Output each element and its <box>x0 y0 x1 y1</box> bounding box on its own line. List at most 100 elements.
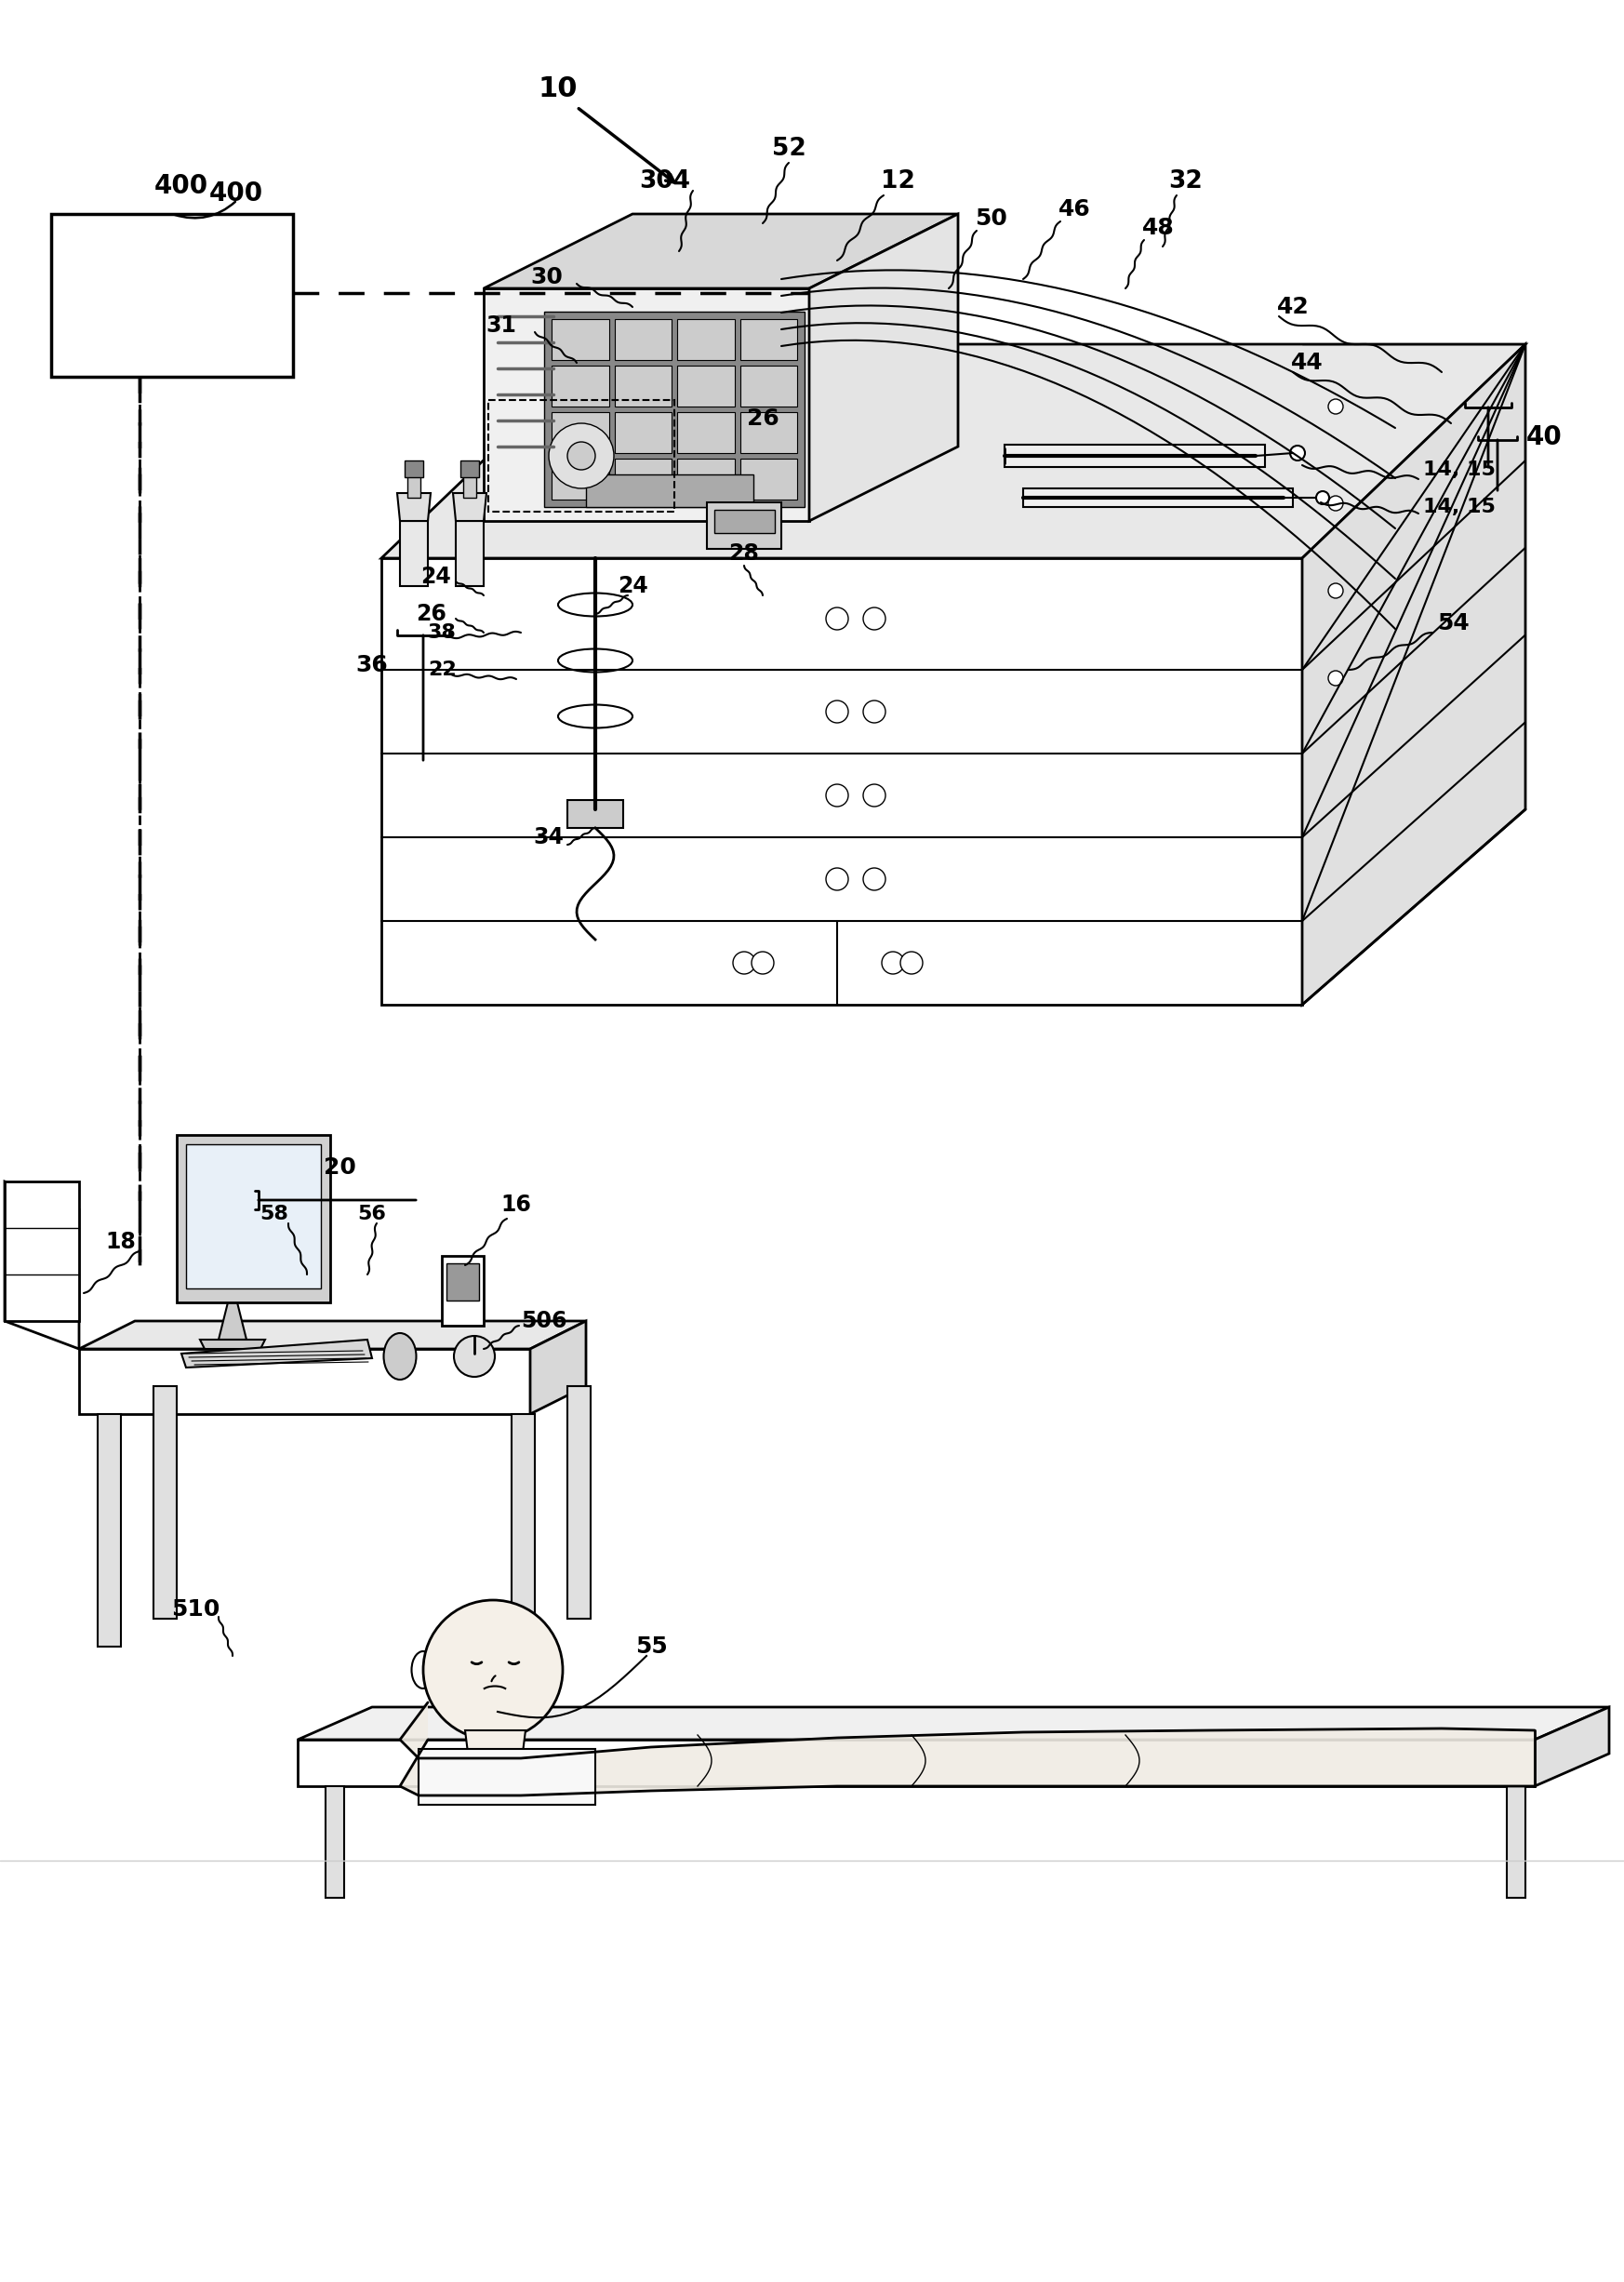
Polygon shape <box>97 1415 120 1648</box>
Bar <box>489 399 674 511</box>
Text: 46: 46 <box>1059 199 1090 221</box>
Polygon shape <box>453 493 487 520</box>
Bar <box>544 313 804 507</box>
Bar <box>614 365 672 406</box>
Text: 24: 24 <box>617 575 648 598</box>
Ellipse shape <box>383 1333 416 1381</box>
Bar <box>552 365 609 406</box>
Circle shape <box>827 867 848 890</box>
Bar <box>567 801 624 828</box>
Text: 22: 22 <box>427 659 456 680</box>
Bar <box>463 475 476 497</box>
Text: 26: 26 <box>747 408 780 429</box>
Text: 26: 26 <box>416 602 447 625</box>
Bar <box>677 413 734 454</box>
Bar <box>741 319 797 361</box>
Circle shape <box>864 867 885 890</box>
Polygon shape <box>177 1134 330 1303</box>
Text: 40: 40 <box>1527 424 1562 450</box>
Circle shape <box>827 607 848 630</box>
Polygon shape <box>419 1748 596 1805</box>
Circle shape <box>900 952 922 974</box>
Bar <box>52 215 292 377</box>
Polygon shape <box>325 1787 344 1899</box>
Bar <box>715 509 775 534</box>
Bar <box>741 459 797 500</box>
Bar <box>442 1255 484 1326</box>
Text: 42: 42 <box>1276 297 1309 317</box>
Text: 44: 44 <box>1291 351 1324 374</box>
Bar <box>677 319 734 361</box>
Circle shape <box>864 785 885 806</box>
Text: 52: 52 <box>771 137 806 162</box>
Text: 18: 18 <box>106 1230 136 1253</box>
Polygon shape <box>464 1730 526 1769</box>
Circle shape <box>1315 491 1328 504</box>
Text: 38: 38 <box>427 623 456 641</box>
Bar <box>552 459 609 500</box>
Circle shape <box>549 422 614 488</box>
Polygon shape <box>297 1707 1609 1739</box>
Bar <box>614 413 672 454</box>
Circle shape <box>1328 671 1343 685</box>
Bar <box>187 1143 322 1289</box>
Text: 12: 12 <box>880 169 914 194</box>
Circle shape <box>1328 399 1343 413</box>
Polygon shape <box>182 1340 372 1367</box>
Text: 58: 58 <box>260 1205 289 1223</box>
Polygon shape <box>1535 1707 1609 1787</box>
Bar <box>741 413 797 454</box>
Text: 24: 24 <box>421 566 451 589</box>
Polygon shape <box>219 1303 247 1340</box>
Polygon shape <box>512 1415 534 1648</box>
Text: 506: 506 <box>521 1310 567 1333</box>
Bar <box>552 413 609 454</box>
Circle shape <box>453 1335 495 1376</box>
Polygon shape <box>484 288 809 520</box>
Text: 50: 50 <box>974 208 1007 230</box>
Text: 10: 10 <box>538 75 578 103</box>
Circle shape <box>864 607 885 630</box>
Text: 32: 32 <box>1169 169 1203 194</box>
Bar <box>741 365 797 406</box>
Bar <box>404 461 424 477</box>
Circle shape <box>424 1600 564 1739</box>
Bar <box>5 1182 80 1321</box>
Text: 55: 55 <box>635 1636 667 1657</box>
Bar <box>677 365 734 406</box>
Text: 400: 400 <box>209 180 263 208</box>
Circle shape <box>864 701 885 723</box>
Bar <box>614 459 672 500</box>
Circle shape <box>567 443 596 470</box>
Circle shape <box>752 952 775 974</box>
Bar <box>706 502 781 550</box>
Text: 30: 30 <box>531 267 564 288</box>
Polygon shape <box>1507 1787 1525 1899</box>
Polygon shape <box>80 1349 529 1415</box>
Bar <box>677 459 734 500</box>
Bar <box>408 475 421 497</box>
Text: 48: 48 <box>1142 217 1174 240</box>
Polygon shape <box>382 345 1525 559</box>
Polygon shape <box>400 1702 1535 1796</box>
Text: 36: 36 <box>356 655 388 675</box>
Text: 510: 510 <box>171 1597 219 1620</box>
Circle shape <box>1328 495 1343 511</box>
Text: 400: 400 <box>154 173 208 199</box>
Circle shape <box>1328 584 1343 598</box>
Circle shape <box>882 952 905 974</box>
Polygon shape <box>200 1340 265 1349</box>
Text: 31: 31 <box>486 315 516 338</box>
Text: 304: 304 <box>640 169 690 194</box>
Circle shape <box>827 785 848 806</box>
Polygon shape <box>1302 345 1525 1004</box>
Polygon shape <box>398 493 430 520</box>
Bar <box>461 461 479 477</box>
Bar <box>552 319 609 361</box>
Text: 14, 15: 14, 15 <box>1423 497 1496 516</box>
Text: 34: 34 <box>534 826 564 849</box>
Polygon shape <box>382 559 1302 1004</box>
Bar <box>447 1264 479 1301</box>
Bar <box>1005 445 1265 468</box>
Text: 20: 20 <box>323 1157 356 1180</box>
